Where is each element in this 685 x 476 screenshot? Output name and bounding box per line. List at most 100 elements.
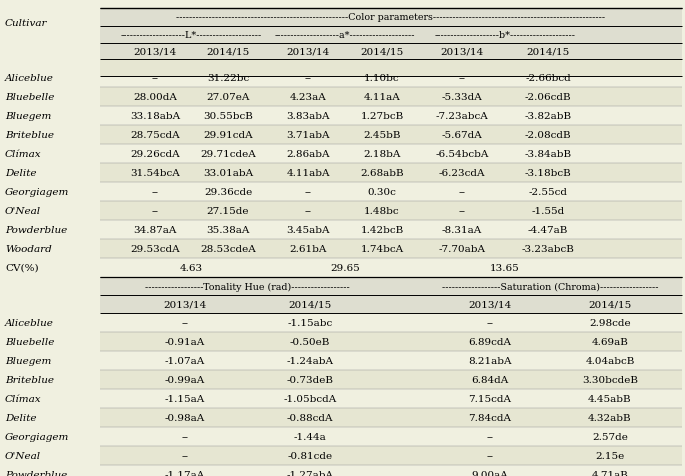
Text: 7.84cdA: 7.84cdA <box>469 413 512 422</box>
Bar <box>100 9 682 27</box>
Text: 4.04abcB: 4.04abcB <box>585 356 635 365</box>
Text: 34.87aA: 34.87aA <box>134 226 177 235</box>
Text: O'Neal: O'Neal <box>5 207 41 216</box>
Text: --------------------a*--------------------: --------------------a*------------------… <box>275 31 415 40</box>
Text: 3.83abA: 3.83abA <box>286 112 329 121</box>
Text: 4.45abB: 4.45abB <box>588 394 632 403</box>
Bar <box>100 27 682 44</box>
Text: 1.10bc: 1.10bc <box>364 74 400 83</box>
Text: 4.32abB: 4.32abB <box>588 413 632 422</box>
Text: 0.30c: 0.30c <box>368 188 397 197</box>
Text: 2.86abA: 2.86abA <box>286 149 329 159</box>
Bar <box>100 60 682 77</box>
Text: 31.54bcA: 31.54bcA <box>130 169 180 178</box>
Text: -0.91aA: -0.91aA <box>165 337 205 346</box>
Bar <box>100 446 682 465</box>
Text: 3.30bcdeB: 3.30bcdeB <box>582 375 638 384</box>
Text: 8.21abA: 8.21abA <box>469 356 512 365</box>
Text: -1.07aA: -1.07aA <box>165 356 205 365</box>
Bar <box>100 164 682 183</box>
Text: 29.26cdA: 29.26cdA <box>130 149 179 159</box>
Text: Briteblue: Briteblue <box>5 131 54 140</box>
Text: 2014/15: 2014/15 <box>588 300 632 309</box>
Text: -8.31aA: -8.31aA <box>442 226 482 235</box>
Text: --: -- <box>486 432 493 441</box>
Text: --: -- <box>486 451 493 460</box>
Text: 1.27bcB: 1.27bcB <box>360 112 403 121</box>
Text: -1.44a: -1.44a <box>294 432 326 441</box>
Text: 2.98cde: 2.98cde <box>589 318 631 327</box>
Text: 4.63: 4.63 <box>180 263 203 272</box>
Text: 4.69aB: 4.69aB <box>592 337 628 346</box>
Text: Clímax: Clímax <box>5 149 42 159</box>
Text: Aliceblue: Aliceblue <box>5 74 54 83</box>
Text: Delite: Delite <box>5 413 36 422</box>
Text: 4.11abA: 4.11abA <box>286 169 329 178</box>
Bar <box>100 408 682 427</box>
Text: Bluegem: Bluegem <box>5 112 51 121</box>
Text: 29.91cdA: 29.91cdA <box>203 131 253 140</box>
Text: 28.00dA: 28.00dA <box>133 93 177 102</box>
Text: -2.08cdB: -2.08cdB <box>525 131 571 140</box>
Text: --: -- <box>458 188 466 197</box>
Text: 29.71cdeA: 29.71cdeA <box>200 149 256 159</box>
Text: 7.15cdA: 7.15cdA <box>469 394 512 403</box>
Text: --: -- <box>151 74 158 83</box>
Text: 2.18bA: 2.18bA <box>363 149 401 159</box>
Text: --: -- <box>305 74 312 83</box>
Text: -7.70abA: -7.70abA <box>438 245 486 253</box>
Text: Georgiagem: Georgiagem <box>5 432 69 441</box>
Text: -4.47aB: -4.47aB <box>528 226 568 235</box>
Text: -3.82abB: -3.82abB <box>525 112 571 121</box>
Text: 1.48bc: 1.48bc <box>364 207 400 216</box>
Text: 33.18abA: 33.18abA <box>130 112 180 121</box>
Text: Aliceblue: Aliceblue <box>5 318 54 327</box>
Bar <box>100 126 682 145</box>
Text: 2013/14: 2013/14 <box>286 48 329 56</box>
Bar <box>100 278 682 296</box>
Text: 2014/15: 2014/15 <box>288 300 332 309</box>
Text: 29.53cdA: 29.53cdA <box>130 245 179 253</box>
Text: Georgiagem: Georgiagem <box>5 188 69 197</box>
Text: 29.65: 29.65 <box>330 263 360 272</box>
Text: -1.15aA: -1.15aA <box>165 394 205 403</box>
Text: 29.36cde: 29.36cde <box>204 188 252 197</box>
Bar <box>100 332 682 351</box>
Text: --------------------L*--------------------: --------------------L*------------------… <box>121 31 262 40</box>
Text: 33.01abA: 33.01abA <box>203 169 253 178</box>
Text: 2.68abB: 2.68abB <box>360 169 404 178</box>
Text: --: -- <box>458 207 466 216</box>
Text: Bluegem: Bluegem <box>5 356 51 365</box>
Text: -2.06cdB: -2.06cdB <box>525 93 571 102</box>
Text: -0.99aA: -0.99aA <box>165 375 205 384</box>
Text: 3.45abA: 3.45abA <box>286 226 329 235</box>
Text: --: -- <box>486 318 493 327</box>
Text: 2013/14: 2013/14 <box>469 300 512 309</box>
Text: 27.15de: 27.15de <box>207 207 249 216</box>
Text: --: -- <box>458 74 466 83</box>
Text: --: -- <box>305 207 312 216</box>
Bar <box>100 239 682 258</box>
Text: -3.23abcB: -3.23abcB <box>521 245 575 253</box>
Text: 2014/15: 2014/15 <box>526 48 570 56</box>
Text: O'Neal: O'Neal <box>5 451 41 460</box>
Bar <box>100 88 682 107</box>
Text: 2014/15: 2014/15 <box>206 48 249 56</box>
Text: -1.05bcdA: -1.05bcdA <box>284 394 336 403</box>
Text: -0.50eB: -0.50eB <box>290 337 330 346</box>
Text: 2013/14: 2013/14 <box>134 48 177 56</box>
Text: Bluebelle: Bluebelle <box>5 337 54 346</box>
Text: 6.84dA: 6.84dA <box>471 375 509 384</box>
Text: -2.55cd: -2.55cd <box>529 188 567 197</box>
Text: Cultivar: Cultivar <box>5 19 47 28</box>
Text: --: -- <box>305 188 312 197</box>
Text: 1.42bcB: 1.42bcB <box>360 226 403 235</box>
Bar <box>100 201 682 220</box>
Text: 2.45bB: 2.45bB <box>363 131 401 140</box>
Text: --: -- <box>182 432 188 441</box>
Text: -1.24abA: -1.24abA <box>286 356 334 365</box>
Text: -6.54bcbA: -6.54bcbA <box>435 149 488 159</box>
Text: ------------------Saturation (Chroma)------------------: ------------------Saturation (Chroma)---… <box>442 282 658 291</box>
Bar <box>100 44 682 60</box>
Text: Briteblue: Briteblue <box>5 375 54 384</box>
